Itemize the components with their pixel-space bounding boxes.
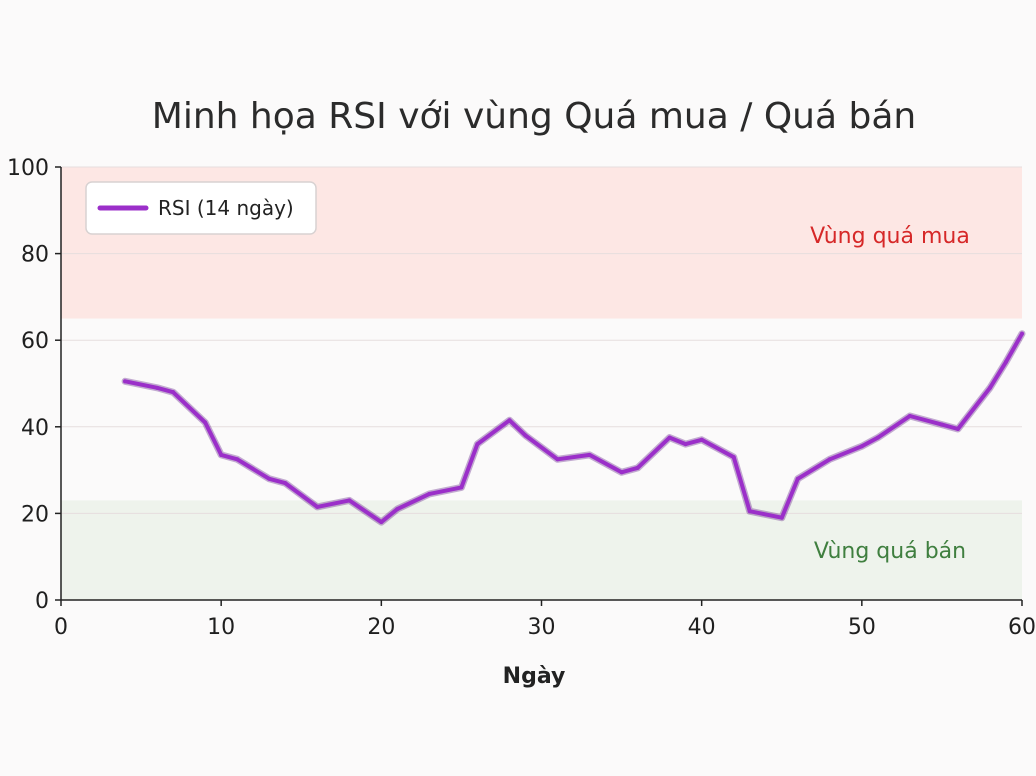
data-point (779, 515, 784, 520)
x-tick-label: 60 (1008, 615, 1036, 640)
x-tick-label: 40 (688, 615, 716, 640)
data-point (379, 520, 384, 525)
zone-label: Vùng quá bán (814, 539, 966, 564)
series-line-shadow (121, 330, 1026, 526)
zones-layer: Vùng quá mua Vùng quá bán (61, 167, 1022, 600)
x-tick-label: 30 (528, 615, 556, 640)
y-tick-label: 60 (21, 329, 49, 354)
data-point (907, 413, 912, 418)
data-point (1020, 331, 1024, 336)
legend-box (85, 181, 317, 235)
data-point (283, 481, 288, 486)
data-point (475, 442, 480, 447)
data-point (1003, 359, 1008, 364)
chart-title: Minh họa RSI với vùng Quá mua / Quá bán (152, 96, 916, 137)
data-point (699, 437, 704, 442)
y-tick-label: 80 (21, 243, 49, 268)
y-tick-label: 40 (21, 416, 49, 441)
data-point (123, 379, 128, 384)
legend: RSI (14 ngày) (85, 181, 317, 235)
data-point (955, 426, 960, 431)
data-point (747, 509, 752, 514)
zone-label: Vùng quá mua (810, 224, 970, 249)
data-point (795, 476, 800, 481)
x-tick-label: 10 (207, 615, 235, 640)
data-point (347, 498, 352, 503)
data-point (619, 470, 624, 475)
grid-layer (61, 166, 1022, 514)
data-point (427, 491, 432, 496)
data-point (587, 452, 592, 457)
y-tick-label: 100 (7, 156, 49, 181)
data-point (939, 422, 944, 427)
legend-series-label: RSI (14 ngày) (158, 196, 294, 220)
data-point (827, 457, 832, 462)
data-point (219, 452, 224, 457)
x-tick-label: 50 (848, 615, 876, 640)
data-point (155, 385, 160, 390)
data-point (555, 457, 560, 462)
data-point (875, 435, 880, 440)
y-tick-label: 20 (21, 502, 49, 527)
data-point (731, 455, 736, 460)
data-point (267, 476, 272, 481)
data-point (235, 457, 240, 462)
series-layer (121, 330, 1026, 526)
data-point (459, 485, 464, 490)
data-point (523, 433, 528, 438)
data-point (987, 385, 992, 390)
x-axis-label: Ngày (503, 664, 566, 689)
data-point (667, 435, 672, 440)
data-point (395, 507, 400, 512)
data-point (171, 390, 176, 395)
y-tick-label: 0 (35, 589, 49, 614)
data-point (635, 465, 640, 470)
axes-layer: 0 20 40 60 80 100 0 10 20 30 40 50 60 (7, 156, 1036, 640)
x-tick-label: 20 (367, 615, 395, 640)
data-point (683, 442, 688, 447)
data-point (507, 418, 512, 423)
data-point (859, 444, 864, 449)
zone-band (61, 500, 1022, 600)
data-point (315, 504, 320, 509)
x-tick-label: 0 (54, 615, 68, 640)
data-point (203, 420, 208, 425)
